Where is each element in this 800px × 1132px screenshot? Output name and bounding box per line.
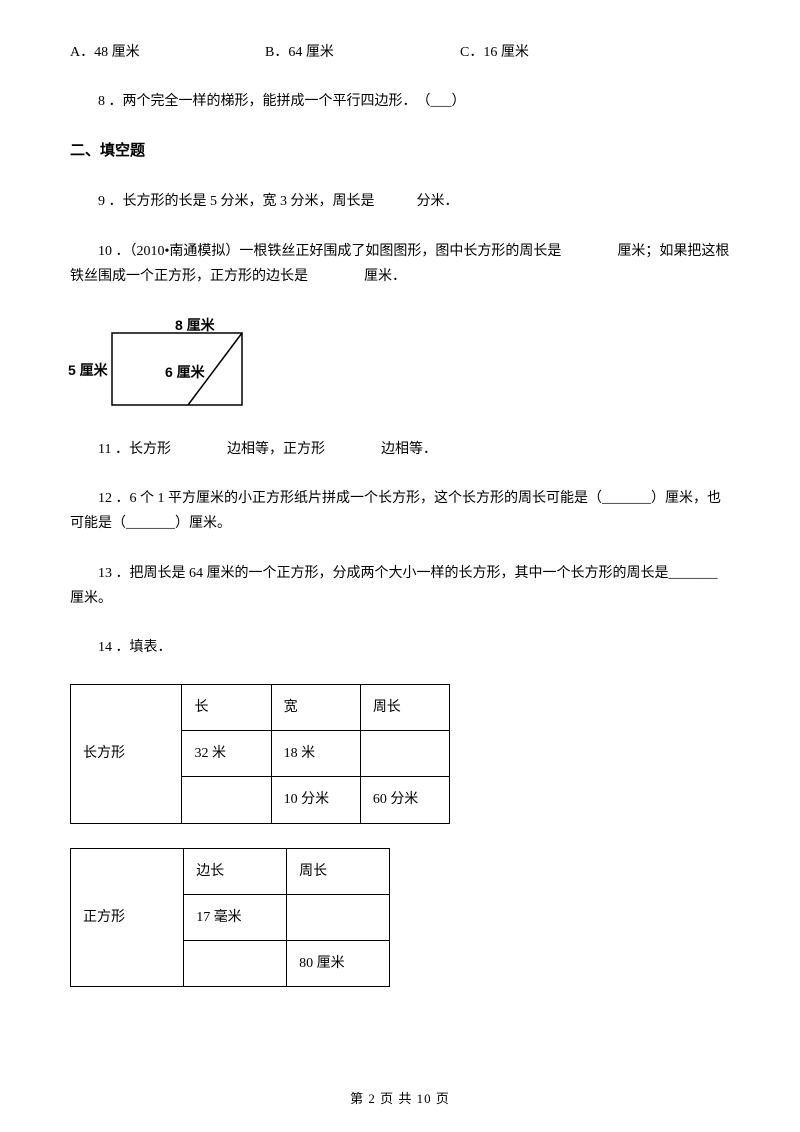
table1-header-2: 周长 [360,685,449,731]
figure-label-left: 5 厘米 [68,358,108,383]
question-9: 9 ．长方形的长是 5 分米，宽 3 分米，周长是 分米． [70,189,730,214]
table2-rowlabel: 正方形 [71,848,184,987]
table-rectangle: 长方形 长 宽 周长 32 米 18 米 10 分米 60 分米 [70,684,450,824]
table2-cell [287,894,390,940]
choice-c: C．16 厘米 [460,40,730,65]
table2-header-0: 边长 [184,848,287,894]
question-13: 13 ．把周长是 64 厘米的一个正方形，分成两个大小一样的长方形，其中一个长方… [70,561,730,611]
question-11: 11 ．长方形 边相等，正方形 边相等． [70,437,730,462]
table1-cell: 18 米 [271,731,360,777]
table2-cell [184,941,287,987]
table1-cell: 10 分米 [271,777,360,823]
table2-header-1: 周长 [287,848,390,894]
choice-a: A．48 厘米 [70,40,265,65]
table1-cell [360,731,449,777]
choice-b: B．64 厘米 [265,40,460,65]
table1-header-0: 长 [182,685,271,731]
section-2-title: 二、填空题 [70,138,730,165]
geometry-figure: 8 厘米 5 厘米 6 厘米 [110,313,310,413]
table1-rowlabel: 长方形 [71,685,182,824]
table-square: 正方形 边长 周长 17 毫米 80 厘米 [70,848,390,988]
question-14: 14 ．填表． [70,635,730,660]
table1-cell [182,777,271,823]
question-8: 8 ．两个完全一样的梯形，能拼成一个平行四边形． （___） [70,89,730,114]
table1-cell: 60 分米 [360,777,449,823]
figure-svg [110,331,260,411]
question-10: 10 ．（2010•南通模拟）一根铁丝正好围成了如图图形，图中长方形的周长是 厘… [70,239,730,289]
table1-header-1: 宽 [271,685,360,731]
answer-choices: A．48 厘米 B．64 厘米 C．16 厘米 [70,40,730,65]
page-footer: 第 2 页 共 10 页 [0,1087,800,1110]
question-12: 12 ．6 个 1 平方厘米的小正方形纸片拼成一个长方形，这个长方形的周长可能是… [70,486,730,536]
table2-cell: 80 厘米 [287,941,390,987]
table2-cell: 17 毫米 [184,894,287,940]
table1-cell: 32 米 [182,731,271,777]
